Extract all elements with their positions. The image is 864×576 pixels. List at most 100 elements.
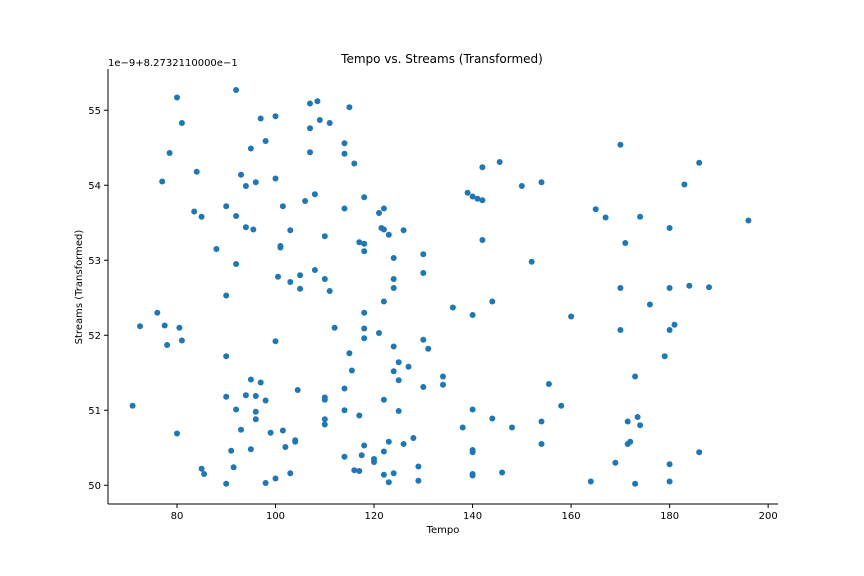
data-point-54 bbox=[275, 273, 281, 280]
data-point-93 bbox=[351, 467, 358, 474]
data-point-37 bbox=[250, 226, 257, 233]
data-point-152 bbox=[479, 164, 486, 171]
data-point-81 bbox=[326, 288, 333, 294]
data-point-151 bbox=[474, 195, 481, 202]
x-tick-label-140: 140 bbox=[463, 511, 482, 522]
data-point-133 bbox=[415, 477, 422, 484]
data-point-178 bbox=[627, 438, 634, 445]
data-point-98 bbox=[361, 194, 368, 201]
data-point-145 bbox=[469, 312, 476, 318]
data-point-141 bbox=[449, 304, 456, 311]
data-point-84 bbox=[341, 150, 348, 157]
data-point-171 bbox=[612, 459, 619, 466]
data-point-120 bbox=[390, 276, 397, 282]
data-point-114 bbox=[380, 448, 387, 455]
data-point-154 bbox=[479, 237, 486, 243]
data-point-106 bbox=[371, 459, 377, 465]
data-point-72 bbox=[314, 98, 321, 105]
data-point-181 bbox=[634, 414, 641, 420]
data-point-31 bbox=[242, 183, 249, 189]
data-point-176 bbox=[624, 418, 631, 425]
data-point-155 bbox=[489, 298, 496, 305]
data-point-130 bbox=[405, 363, 412, 370]
data-point-143 bbox=[464, 189, 471, 196]
x-axis-label: Tempo bbox=[426, 525, 460, 536]
data-point-15 bbox=[198, 465, 205, 472]
data-point-162 bbox=[538, 179, 545, 186]
x-axis-ticks: 80 100 120 140 160 180 200 bbox=[171, 504, 778, 522]
data-point-49 bbox=[272, 175, 279, 182]
data-point-124 bbox=[390, 470, 397, 477]
data-point-64 bbox=[297, 272, 304, 279]
data-point-193 bbox=[686, 282, 693, 289]
data-point-58 bbox=[287, 227, 294, 234]
data-point-68 bbox=[307, 125, 313, 132]
data-point-123 bbox=[390, 368, 397, 375]
data-point-112 bbox=[380, 298, 387, 305]
data-point-157 bbox=[496, 159, 503, 165]
data-point-140 bbox=[440, 381, 446, 388]
data-point-36 bbox=[247, 446, 254, 453]
data-point-95 bbox=[356, 412, 363, 419]
data-point-2 bbox=[154, 309, 161, 316]
y-axis-label: Streams (Transformed) bbox=[74, 230, 85, 345]
chart-title: Tempo vs. Streams (Transformed) bbox=[340, 52, 543, 66]
data-point-137 bbox=[420, 384, 427, 390]
data-point-110 bbox=[380, 205, 387, 212]
data-point-21 bbox=[223, 393, 230, 400]
data-point-44 bbox=[262, 138, 269, 144]
data-point-113 bbox=[380, 396, 387, 403]
data-point-62 bbox=[292, 438, 299, 445]
data-point-167 bbox=[568, 313, 575, 320]
data-point-115 bbox=[380, 471, 387, 478]
data-point-128 bbox=[400, 227, 407, 234]
data-point-45 bbox=[262, 397, 269, 404]
data-point-5 bbox=[164, 342, 171, 348]
data-point-153 bbox=[479, 197, 486, 204]
data-point-163 bbox=[538, 418, 545, 425]
data-point-156 bbox=[489, 415, 496, 422]
data-point-121 bbox=[390, 285, 397, 291]
data-point-67 bbox=[307, 100, 313, 107]
x-tick-label-100: 100 bbox=[266, 511, 285, 522]
data-point-1 bbox=[137, 323, 143, 330]
data-point-40 bbox=[252, 408, 259, 415]
data-point-11 bbox=[178, 337, 185, 344]
data-point-166 bbox=[558, 402, 565, 409]
data-point-8 bbox=[174, 430, 180, 437]
data-point-160 bbox=[518, 183, 525, 189]
data-point-184 bbox=[646, 301, 653, 308]
data-point-24 bbox=[230, 464, 237, 471]
data-point-142 bbox=[459, 424, 466, 431]
data-point-187 bbox=[666, 285, 673, 291]
data-point-63 bbox=[294, 387, 301, 393]
y-tick-label-51: 51 bbox=[88, 406, 101, 417]
data-point-126 bbox=[395, 377, 402, 384]
data-point-148 bbox=[469, 449, 476, 456]
data-point-182 bbox=[637, 213, 644, 220]
data-point-116 bbox=[385, 231, 392, 238]
data-point-192 bbox=[681, 181, 688, 188]
data-point-74 bbox=[321, 233, 328, 240]
data-point-23 bbox=[228, 447, 235, 454]
data-point-101 bbox=[361, 309, 368, 316]
data-point-150 bbox=[469, 472, 476, 479]
y-tick-label-52: 52 bbox=[88, 331, 101, 342]
data-point-18 bbox=[223, 203, 230, 210]
data-point-119 bbox=[390, 255, 397, 261]
data-point-194 bbox=[696, 159, 703, 166]
data-point-78 bbox=[321, 416, 328, 423]
data-point-30 bbox=[238, 426, 244, 433]
data-point-32 bbox=[242, 224, 249, 231]
data-point-117 bbox=[385, 438, 392, 445]
data-point-38 bbox=[252, 179, 259, 186]
data-point-195 bbox=[696, 449, 703, 456]
data-point-70 bbox=[311, 191, 318, 198]
data-point-136 bbox=[420, 336, 427, 343]
x-tick-label-180: 180 bbox=[660, 511, 679, 522]
data-point-100 bbox=[361, 248, 368, 255]
data-point-197 bbox=[745, 217, 752, 224]
data-point-71 bbox=[311, 267, 318, 273]
data-point-97 bbox=[358, 452, 365, 459]
